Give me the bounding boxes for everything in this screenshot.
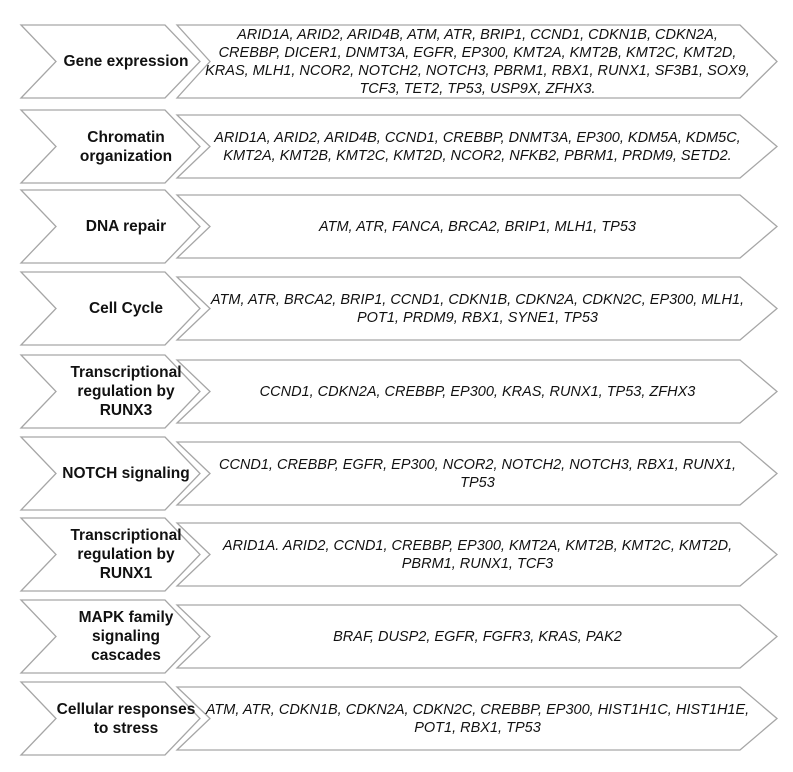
row-shapes bbox=[19, 354, 779, 429]
row-shapes bbox=[19, 681, 779, 756]
gene-list: ARID1A. ARID2, CCND1, CREBBP, EP300, KMT… bbox=[222, 537, 733, 572]
category-chevron bbox=[19, 109, 201, 184]
pathway-row: Cellular responses to stress ATM, ATR, C… bbox=[0, 681, 793, 756]
gene-list: ATM, ATR, CDKN1B, CDKN2A, CDKN2C, CREBBP… bbox=[205, 701, 750, 736]
row-shapes bbox=[19, 436, 779, 511]
category-chevron bbox=[19, 24, 201, 99]
pathway-row: NOTCH signaling CCND1, CREBBP, EGFR, EP3… bbox=[0, 436, 793, 511]
pathway-row: Transcriptional regulation by RUNX3 CCND… bbox=[0, 354, 793, 429]
category-chevron bbox=[19, 354, 201, 429]
category-chevron bbox=[19, 189, 201, 264]
gene-list: ATM, ATR, FANCA, BRCA2, BRIP1, MLH1, TP5… bbox=[319, 218, 636, 235]
pathway-row: MAPK family signaling cascades BRAF, DUS… bbox=[0, 599, 793, 674]
gene-list: BRAF, DUSP2, EGFR, FGFR3, KRAS, PAK2 bbox=[333, 628, 622, 645]
category-chevron bbox=[19, 681, 201, 756]
category-chevron bbox=[19, 436, 201, 511]
row-shapes bbox=[19, 189, 779, 264]
row-shapes bbox=[19, 271, 779, 346]
category-label: Chromatin organization bbox=[79, 128, 173, 165]
gene-list: ATM, ATR, BRCA2, BRIP1, CCND1, CDKN1B, C… bbox=[210, 291, 745, 326]
category-label: Cellular responses to stress bbox=[56, 700, 196, 737]
row-shapes bbox=[19, 599, 779, 674]
pathway-row: DNA repair ATM, ATR, FANCA, BRCA2, BRIP1… bbox=[0, 189, 793, 264]
category-chevron bbox=[19, 517, 201, 592]
gene-list-arrow bbox=[175, 441, 779, 506]
gene-list-arrow bbox=[175, 522, 779, 587]
gene-list: ARID1A, ARID2, ARID4B, ATM, ATR, BRIP1, … bbox=[205, 26, 750, 97]
pathway-row: Gene expression ARID1A, ARID2, ARID4B, A… bbox=[0, 24, 793, 99]
gene-list: ARID1A, ARID2, ARID4B, CCND1, CREBBP, DN… bbox=[214, 129, 741, 164]
gene-list: CCND1, CREBBP, EGFR, EP300, NCOR2, NOTCH… bbox=[218, 456, 737, 491]
category-label: NOTCH signaling bbox=[62, 465, 190, 482]
gene-list-arrow bbox=[175, 24, 778, 99]
row-shapes bbox=[19, 109, 779, 184]
gene-list: CCND1, CDKN2A, CREBBP, EP300, KRAS, RUNX… bbox=[259, 383, 696, 400]
category-label: Transcriptional regulation by RUNX1 bbox=[70, 527, 182, 582]
gene-list-arrow bbox=[175, 114, 779, 179]
category-label: DNA repair bbox=[85, 218, 167, 235]
pathway-row: Transcriptional regulation by RUNX1 ARID… bbox=[0, 517, 793, 592]
row-shapes bbox=[19, 24, 778, 99]
category-label: MAPK family signaling cascades bbox=[78, 609, 174, 664]
category-chevron bbox=[19, 271, 201, 346]
gene-list-arrow bbox=[175, 276, 779, 341]
category-chevron bbox=[19, 599, 201, 674]
pathway-row: Chromatin organization ARID1A, ARID2, AR… bbox=[0, 109, 793, 184]
category-label: Transcriptional regulation by RUNX3 bbox=[70, 364, 182, 419]
row-shapes bbox=[19, 517, 779, 592]
category-label: Cell Cycle bbox=[88, 300, 164, 317]
gene-list-arrow bbox=[175, 604, 779, 669]
gene-list-arrow bbox=[175, 359, 779, 424]
gene-list-arrow bbox=[175, 686, 779, 751]
category-label: Gene expression bbox=[63, 53, 189, 70]
pathway-row: Cell Cycle ATM, ATR, BRCA2, BRIP1, CCND1… bbox=[0, 271, 793, 346]
gene-list-arrow bbox=[175, 194, 779, 259]
